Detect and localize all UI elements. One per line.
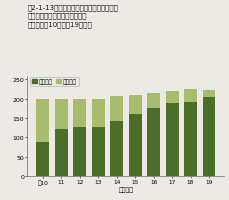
Bar xyxy=(55,129,68,176)
Bar xyxy=(184,89,197,176)
Bar xyxy=(110,121,123,176)
Text: 図2-1-13　対策地域における二酸化窒素の
環境基準達成状況の推移（自排
局）（平成10年度～19年度）: 図2-1-13 対策地域における二酸化窒素の 環境基準達成状況の推移（自排 局）… xyxy=(27,4,118,28)
Bar xyxy=(129,114,142,176)
Bar xyxy=(147,108,160,176)
Bar xyxy=(73,99,86,176)
Bar xyxy=(36,142,49,176)
Legend: 達成局数, 有効局数: 達成局数, 有効局数 xyxy=(30,77,79,86)
Bar xyxy=(110,97,123,176)
Bar xyxy=(92,128,105,176)
Bar xyxy=(55,100,68,176)
Bar xyxy=(202,98,215,176)
Bar xyxy=(166,103,179,176)
Bar xyxy=(184,103,197,176)
Bar xyxy=(129,95,142,176)
Bar xyxy=(147,93,160,176)
Bar xyxy=(73,127,86,176)
Bar xyxy=(202,90,215,176)
Bar xyxy=(92,99,105,176)
Bar xyxy=(36,100,49,176)
Bar xyxy=(166,91,179,176)
X-axis label: （年度）: （年度） xyxy=(118,186,134,192)
